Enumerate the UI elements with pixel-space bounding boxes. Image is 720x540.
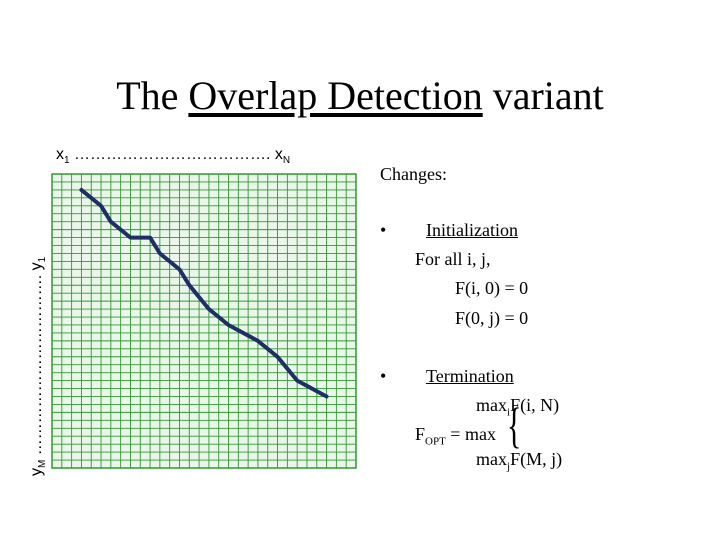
init-equation-1: F(i, 0) = 0 [455,278,529,298]
max-i-op: max [476,395,507,415]
slide-title: The Overlap Detection variant [0,70,720,122]
initialization-label: Initialization [426,220,518,240]
fopt-sub: OPT [425,435,446,448]
alignment-path [79,187,329,399]
fopt-expression: FOPT = max [415,424,496,448]
dp-grid [51,173,357,469]
init-equation-2: F(0, j) = 0 [455,308,529,328]
x-first: x [56,146,64,163]
max-j-expression: maxjF(M, j) [476,449,562,473]
for-all-text: For all i, j, [415,249,491,269]
changes-panel: Changes: • Initialization For all i, j, … [370,160,715,480]
max-i-expression: maxiF(i, N) [476,395,559,419]
fopt-max: = max [445,424,496,444]
title-prefix: The [116,73,189,118]
x-last-sub: N [282,155,291,167]
x-last: x [274,146,283,163]
fopt-f: F [415,424,426,444]
max-i-term: F(i, N) [510,395,560,415]
curly-brace-icon: { [507,397,522,453]
max-j-op: max [476,449,507,469]
x-dots: ………………………………. [69,146,275,163]
max-i-sub: i [507,406,511,419]
max-j-term: F(M, j) [510,449,563,469]
x-first-sub: 1 [64,155,70,167]
max-j-sub: j [507,460,511,473]
grid-frame [51,173,357,469]
changes-heading: Changes: [380,164,447,184]
x-sequence-label: x1 ………………………………. xN [56,146,290,166]
bullet-initialization: • [380,220,387,240]
title-underlined: Overlap Detection [188,73,483,118]
title-suffix: variant [482,73,604,118]
bullet-termination: • [380,366,387,386]
termination-label: Termination [426,366,514,386]
